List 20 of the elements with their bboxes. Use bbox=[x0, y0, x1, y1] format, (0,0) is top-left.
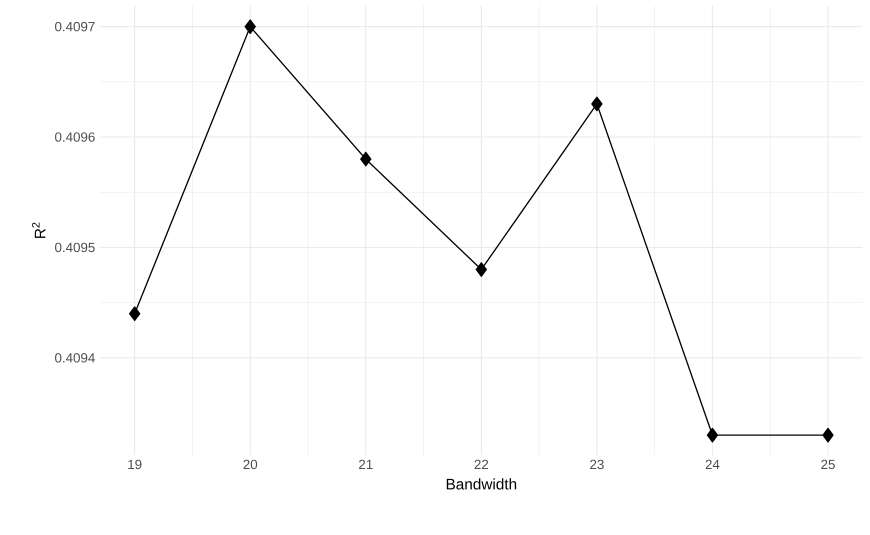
x-tick-label: 21 bbox=[359, 460, 373, 470]
point bbox=[476, 262, 488, 277]
y-tick-label: 0.4095 bbox=[55, 242, 95, 252]
x-axis-title: Bandwidth bbox=[446, 478, 516, 490]
point bbox=[591, 96, 603, 112]
x-tick-label: 20 bbox=[243, 460, 258, 470]
y-axis-title: R$^{2}$ bbox=[32, 222, 46, 238]
point bbox=[244, 19, 256, 34]
point bbox=[822, 428, 834, 442]
y-tick-label: 0.4097 bbox=[55, 22, 95, 32]
x-tick-label: 19 bbox=[128, 460, 142, 470]
y-tick-label: 0.4094 bbox=[55, 353, 95, 363]
x-tick-label: 25 bbox=[821, 460, 835, 470]
x-tick-label: 23 bbox=[590, 460, 604, 470]
point bbox=[129, 306, 140, 322]
x-tick-label: 24 bbox=[706, 460, 720, 470]
y-tick-label: 0.4096 bbox=[55, 132, 95, 142]
point bbox=[706, 428, 718, 442]
point bbox=[360, 152, 372, 166]
x-tick-label: 22 bbox=[474, 460, 488, 470]
